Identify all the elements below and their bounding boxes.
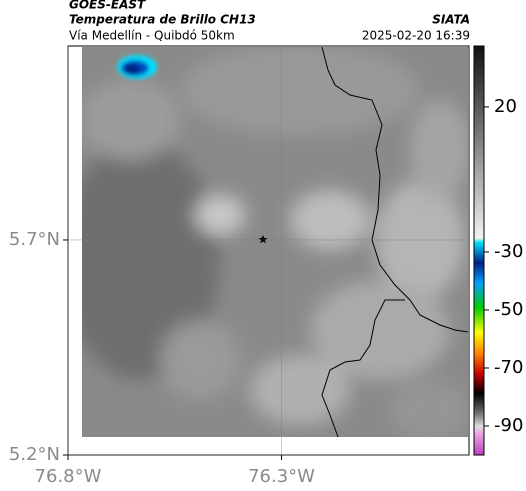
y-tick-label: 5.7°N — [9, 229, 60, 250]
source: SIATA — [432, 13, 470, 27]
colorbar — [473, 45, 485, 456]
colorbar-tick-label: -90 — [494, 415, 523, 436]
route: Vía Medellín - Quibdó 50km — [69, 29, 235, 43]
colorbar-tick-label: -30 — [494, 241, 523, 262]
datetime: 2025-02-20 16:39 — [362, 29, 470, 43]
subtitle: Temperatura de Brillo CH13 — [69, 13, 256, 27]
x-tick-label: 76.3°W — [248, 466, 315, 487]
location-marker — [258, 235, 268, 244]
title: GOES-EAST — [69, 0, 146, 12]
colorbar-tick-label: -70 — [494, 357, 523, 378]
colorbar-tick-label: -50 — [494, 299, 523, 320]
x-tick-label: 76.8°W — [35, 466, 102, 487]
satellite-image — [82, 47, 468, 437]
colorbar-tick-label: 20 — [494, 96, 517, 117]
y-tick-label: 5.2°N — [9, 444, 60, 465]
